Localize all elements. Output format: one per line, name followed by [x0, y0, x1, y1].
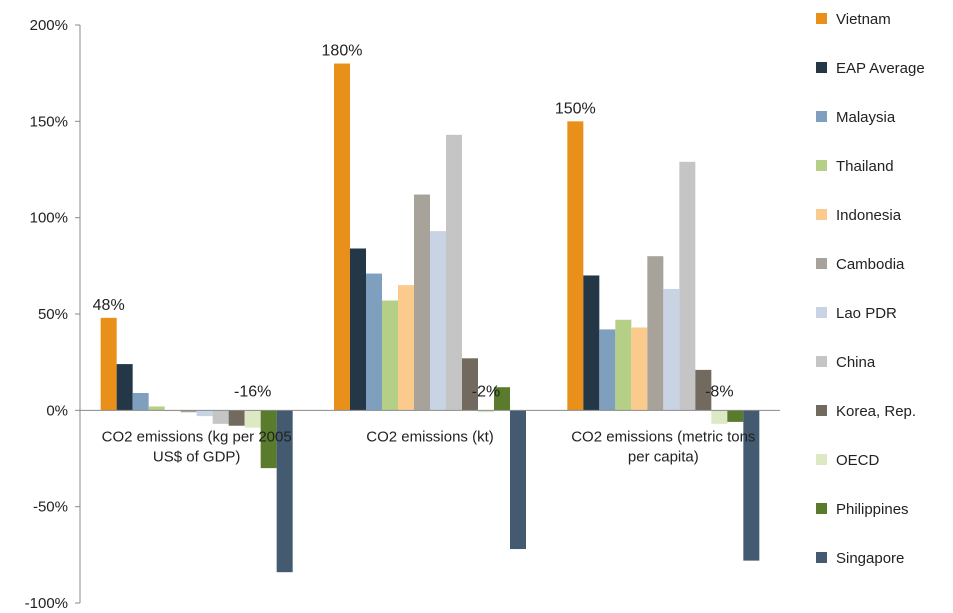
bar-singapore [743, 410, 760, 561]
bar-oecd [711, 410, 728, 424]
legend-label: Cambodia [836, 256, 905, 273]
legend-swatch [816, 160, 827, 171]
legend-label: Thailand [836, 158, 894, 175]
y-tick-label: -100% [25, 595, 68, 612]
bar-malaysia [366, 273, 382, 411]
bar-eap-average [350, 248, 366, 411]
data-label: 180% [322, 43, 363, 60]
legend-label: Singapore [836, 550, 904, 567]
bar-korea-rep- [228, 410, 245, 426]
legend-swatch [816, 13, 827, 24]
bar-philippines [260, 410, 277, 469]
bar-oecd [478, 410, 494, 413]
legend-swatch [816, 258, 827, 269]
y-tick-label: 200% [30, 17, 68, 34]
legend-swatch [816, 62, 827, 73]
y-tick-label: 100% [30, 210, 68, 227]
bar-vietnam [100, 317, 117, 411]
bar-cambodia [180, 410, 197, 413]
data-label: -2% [472, 383, 500, 400]
bar-china [446, 134, 462, 411]
bar-malaysia [132, 392, 149, 411]
bar-indonesia [631, 327, 648, 411]
legend: Vietnam EAP Average Malaysia Thailand Indone… [816, 11, 925, 567]
legend-label: Korea, Rep. [836, 403, 916, 420]
bar-philippines [727, 410, 744, 422]
y-tick-label: 0% [46, 402, 68, 419]
legend-swatch [816, 503, 827, 514]
y-tick-label: 150% [30, 113, 68, 130]
legend-swatch [816, 209, 827, 220]
legend-label: Vietnam [836, 11, 891, 28]
legend-swatch [816, 111, 827, 122]
category-labels: CO2 emissions (kg per 2005 US$ of GDP) CO2… [102, 428, 756, 465]
bar-malaysia [599, 329, 616, 411]
bar-oecd [244, 410, 261, 428]
data-labels: 48% -16% 180% -2% 150% -8% [93, 43, 734, 401]
category-label: US$ of GDP) [153, 448, 241, 465]
bar-korea-rep- [462, 358, 478, 411]
legend-label: China [836, 354, 876, 371]
bar-cambodia [414, 194, 430, 411]
bar-vietnam [567, 121, 584, 411]
category-label: CO2 emissions (kt) [366, 428, 494, 445]
legend-swatch [816, 405, 827, 416]
bar-thailand [615, 319, 632, 411]
legend-label: Indonesia [836, 207, 902, 224]
bar-thailand [382, 300, 398, 411]
bar-lao-pdr [430, 231, 446, 411]
y-tick-label: 50% [38, 306, 68, 323]
legend-swatch [816, 454, 827, 465]
bar-cambodia [647, 256, 664, 411]
data-label: 48% [93, 297, 125, 314]
bar-korea-rep- [695, 369, 712, 411]
legend-label: Lao PDR [836, 305, 897, 322]
bar-thailand [148, 406, 165, 411]
bar-lao-pdr [196, 410, 213, 417]
bar-china [679, 161, 696, 411]
legend-label: Philippines [836, 501, 909, 518]
category-label: per capita) [628, 448, 699, 465]
y-tick-label: -50% [33, 499, 68, 516]
bar-singapore [510, 410, 526, 550]
bar-eap-average [116, 364, 133, 411]
legend-swatch [816, 307, 827, 318]
legend-swatch [816, 552, 827, 563]
legend-label: EAP Average [836, 60, 925, 77]
bar-china [212, 410, 229, 424]
legend-label: Malaysia [836, 109, 896, 126]
data-label: -16% [234, 383, 271, 400]
category-label: CO2 emissions (metric tons [571, 428, 755, 445]
bar-philippines [494, 387, 510, 411]
y-axis: -100% -50% 0% 50% 100% 150% 200% [25, 17, 81, 612]
bars [100, 63, 760, 573]
category-label: CO2 emissions (kg per 2005 [102, 428, 292, 445]
legend-swatch [816, 356, 827, 367]
data-label: 150% [555, 100, 596, 117]
bar-singapore [276, 410, 293, 573]
bar-vietnam [334, 63, 350, 411]
legend-label: OECD [836, 452, 880, 469]
bar-lao-pdr [663, 288, 680, 411]
data-label: -8% [705, 383, 733, 400]
bar-eap-average [583, 275, 600, 411]
bar-indonesia [398, 285, 414, 411]
